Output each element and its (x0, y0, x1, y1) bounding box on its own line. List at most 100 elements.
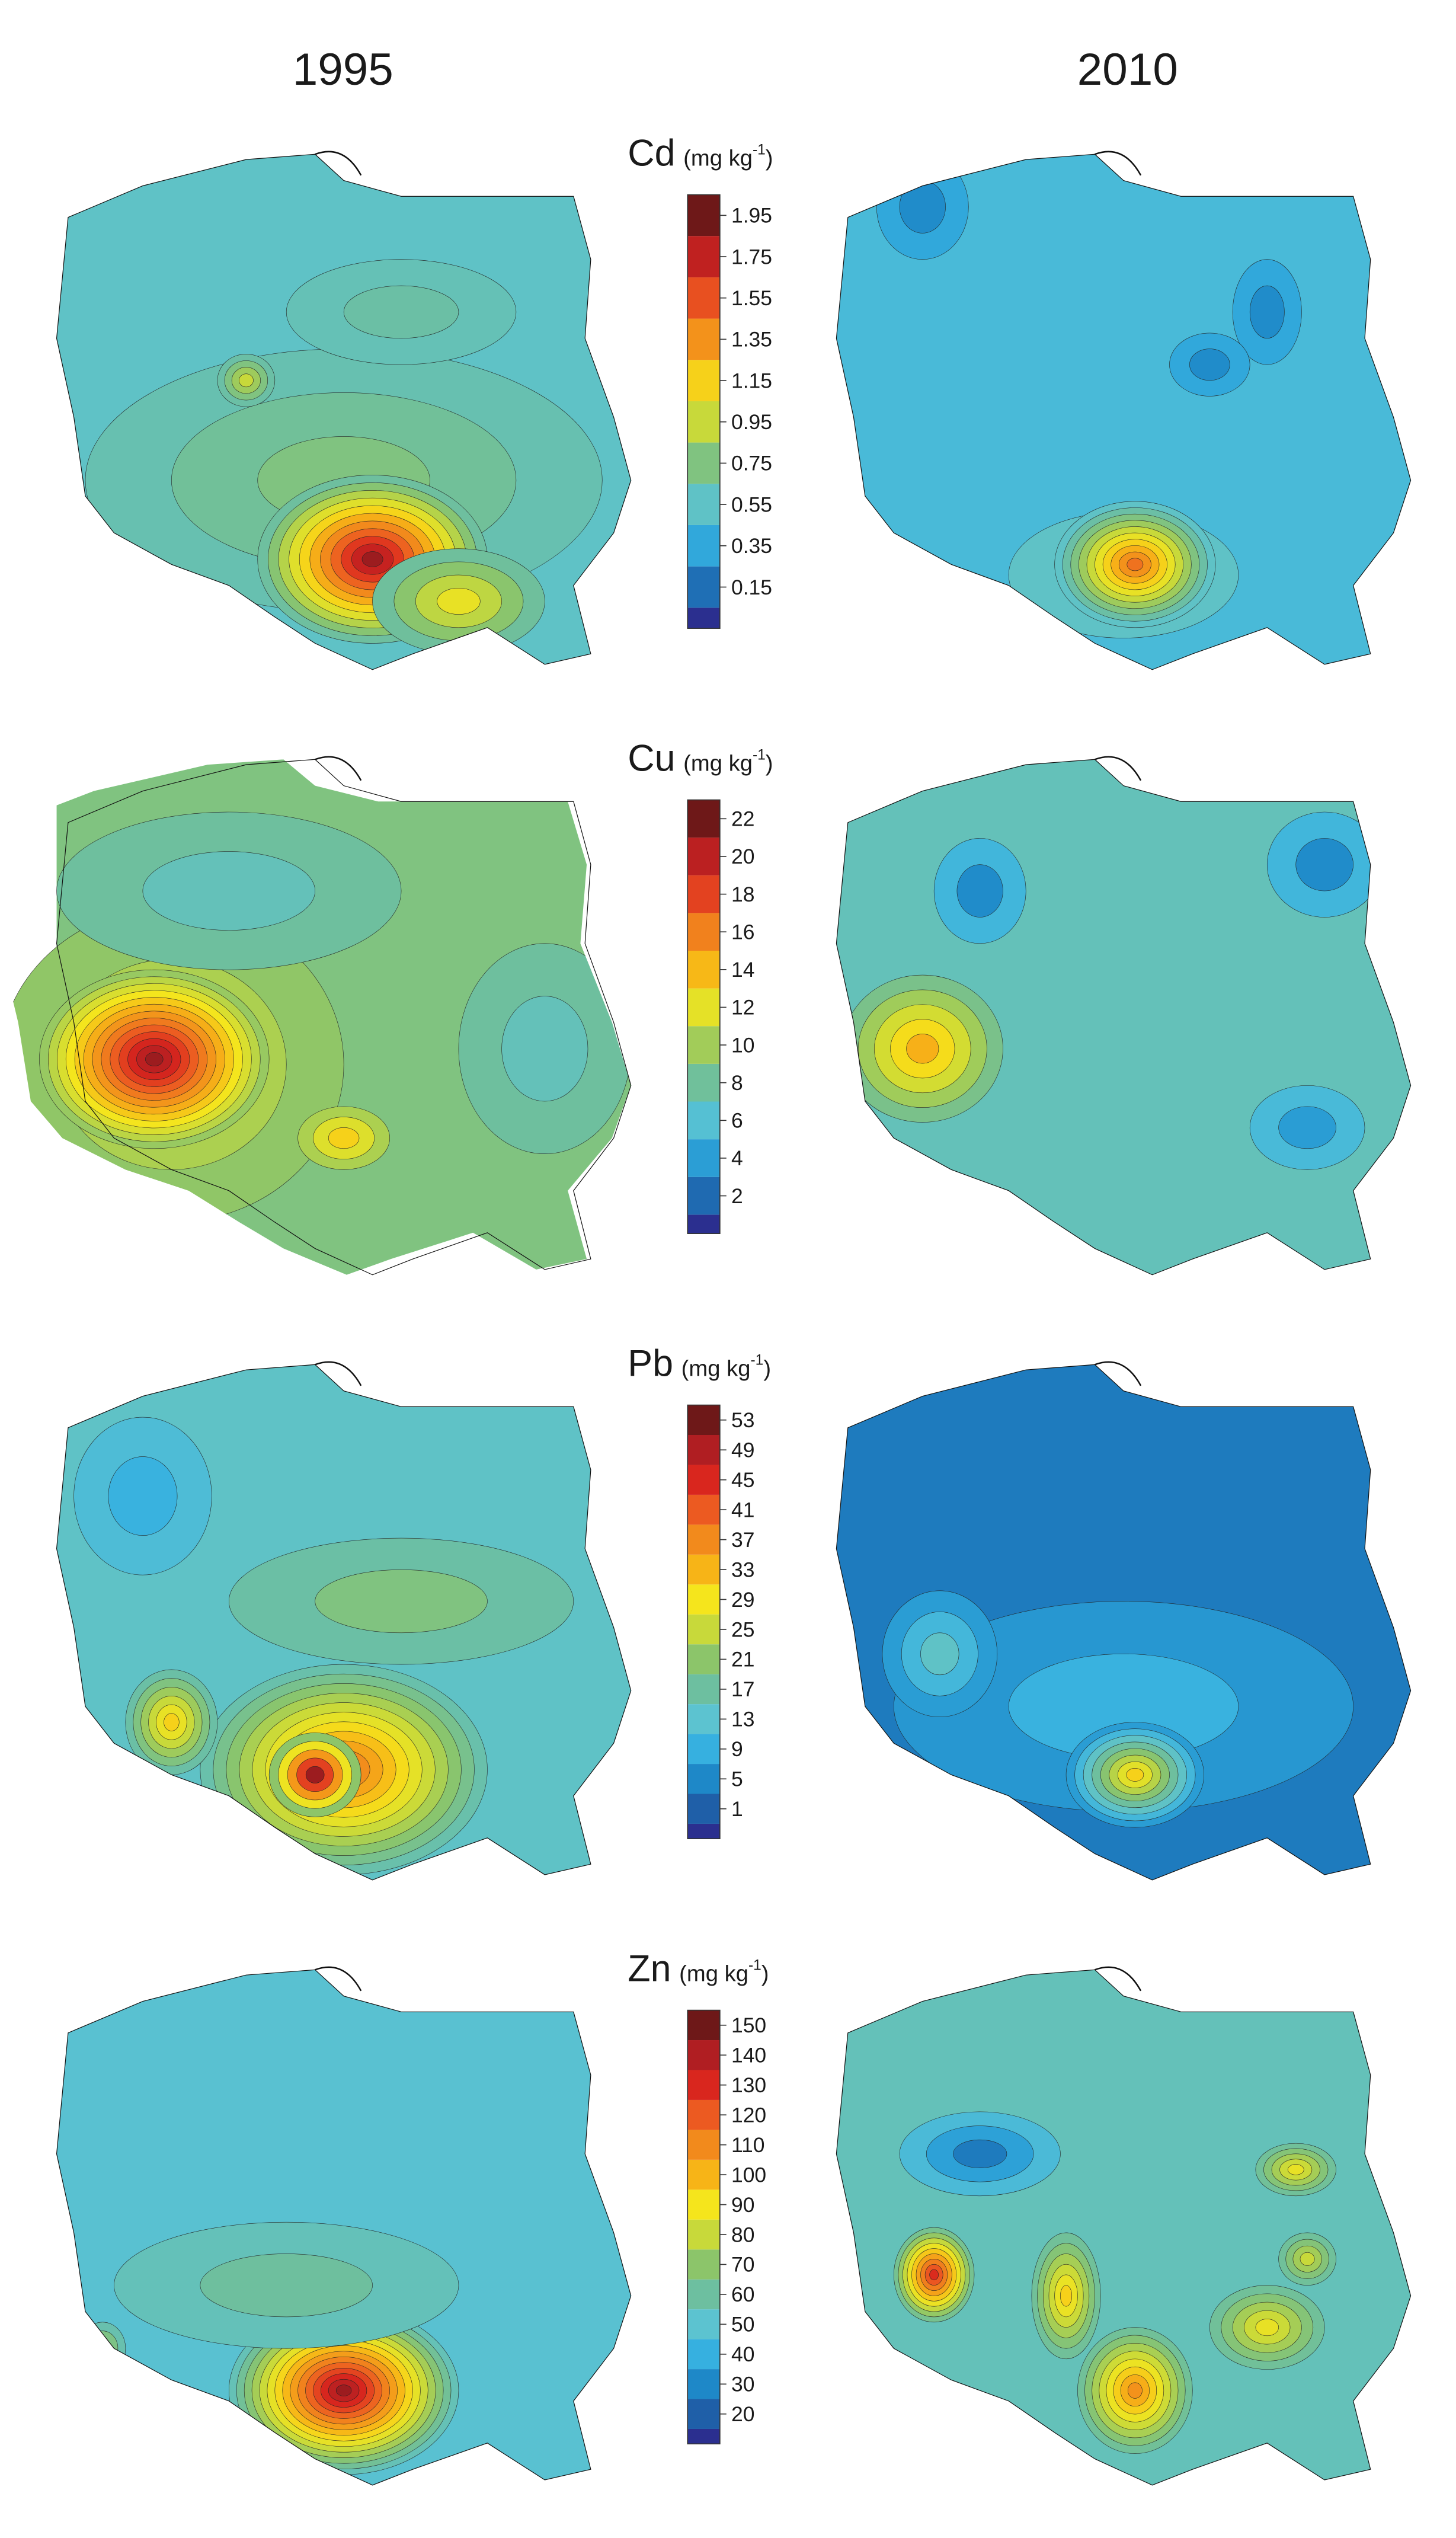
contour (164, 1714, 179, 1731)
colorbar-tick-label: 0.75 (731, 452, 772, 475)
colorbar-tick-label: 1 (731, 1797, 743, 1821)
contour (1127, 1768, 1144, 1781)
colorbar-tick-label: 14 (731, 958, 754, 982)
colorbar-segment (687, 442, 720, 484)
map (836, 1362, 1410, 1891)
contour (79, 2322, 126, 2375)
map-fill (836, 1970, 1411, 2485)
contour (1250, 286, 1284, 338)
colorbar-segment (687, 1584, 720, 1615)
contour (1300, 2252, 1314, 2265)
colorbar-segment (687, 1139, 720, 1177)
contour (1128, 2383, 1142, 2399)
colorbar-segment (687, 2040, 720, 2070)
colorbar-segment (687, 1734, 720, 1765)
element: Cd (628, 132, 675, 174)
colorbar-segment (687, 525, 720, 567)
colorbar-tick-label: 1.55 (731, 286, 772, 310)
colorbar-tick-label: 10 (731, 1033, 754, 1057)
colorbar-segment (687, 608, 720, 629)
colorbar-segment (687, 1794, 720, 1824)
unit: (mg kg (679, 1961, 748, 1986)
colorbar-tick-label: 25 (731, 1618, 754, 1641)
hel-peninsula (1095, 757, 1141, 781)
unit-exponent: -1 (753, 142, 766, 158)
colorbar-segment (687, 318, 720, 360)
unit-exponent: -1 (753, 747, 766, 763)
element: Pb (628, 1342, 673, 1384)
contour (239, 374, 253, 387)
contour (1296, 838, 1353, 891)
contour (1256, 2319, 1279, 2335)
contour (87, 2331, 118, 2366)
colorbar-segment (687, 1214, 720, 1234)
column-title: 1995 (293, 44, 393, 95)
unit: (mg kg (683, 145, 753, 171)
colorbar-segment (687, 484, 720, 525)
colorbar-tick-label: 12 (731, 996, 754, 1019)
colorbar-segment (687, 800, 720, 838)
contour (328, 1127, 359, 1148)
hel-peninsula (315, 757, 361, 781)
panel-title: Zn (mg kg-1) (628, 1948, 769, 1989)
colorbar-segment (687, 2279, 720, 2310)
colorbar-tick-label: 6 (731, 1109, 743, 1133)
colorbar-tick-label: 0.55 (731, 493, 772, 516)
colorbar-tick-label: 130 (731, 2073, 766, 2097)
unit: ) (766, 750, 773, 776)
unit-exponent: -1 (750, 1352, 763, 1368)
map-outline (836, 759, 1410, 1275)
colorbar-frame (687, 1404, 721, 1840)
column-title: 2010 (1077, 44, 1178, 95)
unit: (mg kg (681, 1356, 751, 1381)
contour (907, 1034, 939, 1063)
colorbar-tick-label: 33 (731, 1558, 754, 1581)
colorbar-tick-label: 110 (731, 2133, 765, 2157)
map-outline (836, 154, 1410, 670)
colorbar-tick-label: 100 (731, 2163, 766, 2187)
colorbar-segment (687, 2339, 720, 2370)
map-fill (57, 154, 631, 670)
colorbar-frame (687, 799, 721, 1234)
colorbar-tick-label: 70 (731, 2253, 754, 2277)
colorbar-segment (687, 2309, 720, 2339)
colorbar-segment (687, 1063, 720, 1102)
colorbar-tick-label: 16 (731, 920, 754, 944)
map-outline (57, 1364, 631, 1880)
colorbar-tick-label: 49 (731, 1439, 754, 1462)
colorbar-segment (687, 2249, 720, 2280)
contour (108, 1457, 177, 1536)
contour (957, 865, 1003, 918)
colorbar-tick-label: 37 (731, 1528, 754, 1552)
map (0, 757, 631, 1286)
colorbar-tick-label: 20 (731, 845, 754, 868)
colorbar-tick-label: 18 (731, 883, 754, 906)
colorbar-segment (687, 360, 720, 401)
map (836, 1967, 1410, 2496)
colorbar-segment (687, 1644, 720, 1674)
hel-peninsula (315, 1362, 361, 1386)
colorbar-tick-label: 40 (731, 2342, 754, 2366)
colorbar-tick-label: 140 (731, 2044, 766, 2067)
colorbar-tick-label: 1.75 (731, 245, 772, 268)
contour (1189, 349, 1230, 381)
map-fill (836, 759, 1411, 1275)
map-outline (57, 154, 631, 670)
colorbar-tick-label: 13 (731, 1708, 754, 1731)
colorbar-segment (687, 1823, 720, 1839)
colorbar-segment (687, 838, 720, 875)
unit-exponent: -1 (748, 1957, 761, 1973)
map (836, 757, 1410, 1286)
colorbar-segment (687, 1764, 720, 1794)
colorbar-segment (687, 236, 720, 277)
hel-peninsula (315, 1967, 361, 1991)
panel-title: Cu (mg kg-1) (628, 737, 773, 779)
colorbar-tick-label: 1.95 (731, 204, 772, 228)
colorbar-tick-label: 0.35 (731, 534, 772, 558)
contour (502, 996, 588, 1101)
colorbar-segment (687, 2010, 720, 2041)
colorbar-frame (687, 2009, 721, 2445)
map (57, 1362, 631, 1891)
colorbar-segment (687, 1101, 720, 1140)
